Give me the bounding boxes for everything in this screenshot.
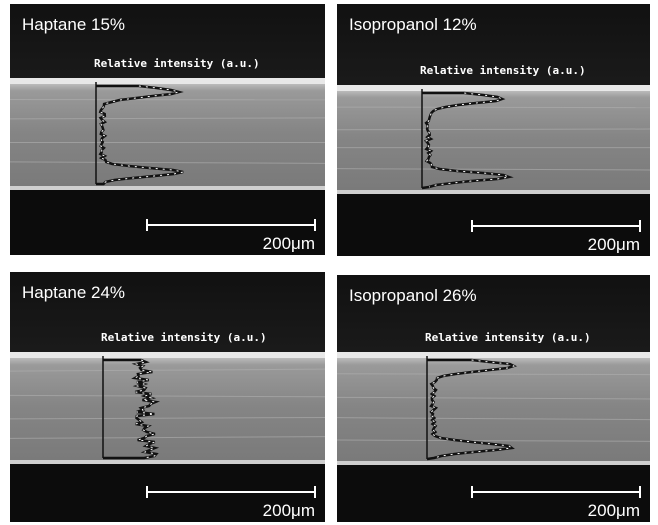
scale-label: 200μm <box>588 235 640 254</box>
intensity-label: Relative intensity (a.u.) <box>94 57 260 70</box>
substrate-edge <box>10 186 325 190</box>
film-surface <box>337 85 650 91</box>
film-surface <box>10 352 325 358</box>
panel-title: Haptane 24% <box>22 283 125 302</box>
substrate-edge <box>337 190 650 194</box>
substrate-edge <box>337 461 650 465</box>
panel-title: Haptane 15% <box>22 15 125 34</box>
figure: Haptane 15% Relative intensity (a.u.) 200μ… <box>0 0 658 525</box>
panel-title: Isopropanol 26% <box>349 286 477 305</box>
film-surface <box>337 352 650 358</box>
intensity-label: Relative intensity (a.u.) <box>425 331 591 344</box>
scale-label: 200μm <box>263 501 315 520</box>
scale-label: 200μm <box>588 501 640 520</box>
intensity-label: Relative intensity (a.u.) <box>420 64 586 77</box>
sem-panel: Isopropanol 26% Relative intensity (a.u.)… <box>337 275 650 522</box>
film-texture <box>337 129 650 130</box>
panel-title: Isopropanol 12% <box>349 15 477 34</box>
sem-panel: Haptane 15% Relative intensity (a.u.) 200μ… <box>10 4 325 255</box>
scale-label: 200μm <box>263 234 315 253</box>
film-surface <box>10 78 325 84</box>
film-texture <box>337 107 650 108</box>
intensity-label: Relative intensity (a.u.) <box>101 331 267 344</box>
film-cross-section <box>10 352 325 460</box>
substrate-edge <box>10 460 325 464</box>
sem-panel: Haptane 24% Relative intensity (a.u.) 200μ… <box>10 272 325 522</box>
sem-panel: Isopropanol 12% Relative intensity (a.u.)… <box>337 4 650 256</box>
